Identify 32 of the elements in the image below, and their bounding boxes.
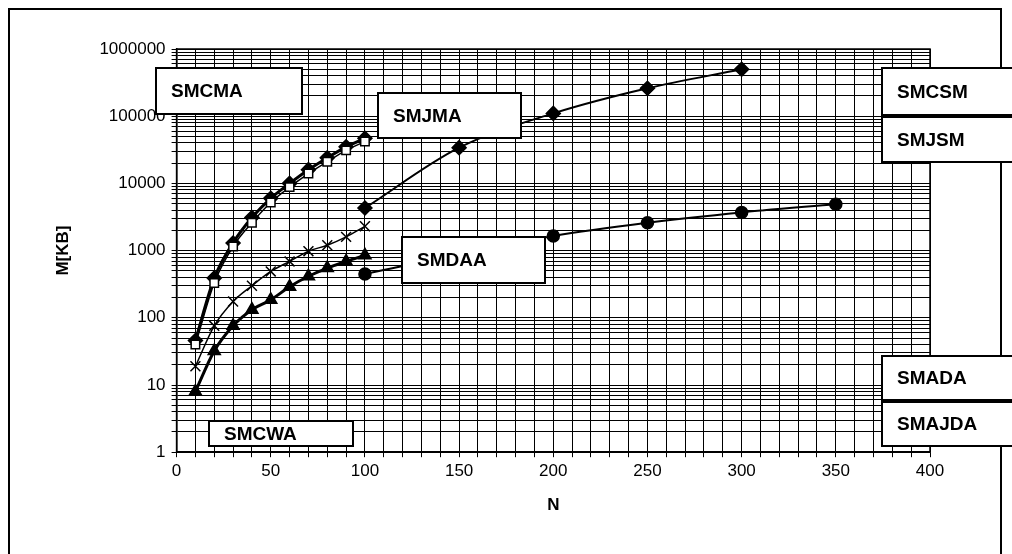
annotation: SMCMA <box>171 80 243 102</box>
x-tick-label: 400 <box>915 461 945 481</box>
y-tick-label: 10 <box>146 374 166 394</box>
y-tick-label: 100 <box>137 307 166 327</box>
y-tick-label: 1000 <box>127 240 166 260</box>
text-box: SMADA <box>881 355 1012 401</box>
text-box: SMCWA <box>208 420 354 447</box>
x-tick-label: 0 <box>171 461 182 481</box>
x-tick-label: 350 <box>821 461 851 481</box>
x-tick-label: 150 <box>444 461 474 481</box>
annotation: SMCSM <box>897 80 968 103</box>
y-tick-label: 1000000 <box>99 38 166 58</box>
annotation: SMJMA <box>393 104 462 127</box>
y-tick-label: 10000 <box>118 173 166 193</box>
x-tick-label: 100 <box>350 461 380 481</box>
x-tick-label: 250 <box>633 461 662 481</box>
x-tick-label: 300 <box>727 461 756 481</box>
text-box: SMDAA <box>401 236 546 284</box>
annotation: SMJSM <box>897 128 965 151</box>
x-tick-label: 200 <box>539 461 568 481</box>
text-box: SMJSM <box>881 116 1012 163</box>
annotation: SMAJDA <box>897 413 978 435</box>
annotation: SMCWA <box>224 422 297 445</box>
y-tick-label: 1 <box>156 441 166 461</box>
annotation: SMDAA <box>417 249 487 271</box>
text-box: SMJMA <box>377 92 522 139</box>
y-axis-title: M[KB] <box>52 225 72 276</box>
x-tick-label: 50 <box>261 461 281 481</box>
annotation: SMADA <box>897 367 967 389</box>
text-box: SMCSM <box>881 67 1012 116</box>
text-box: SMAJDA <box>881 401 1012 447</box>
x-axis-title: N <box>547 495 560 515</box>
